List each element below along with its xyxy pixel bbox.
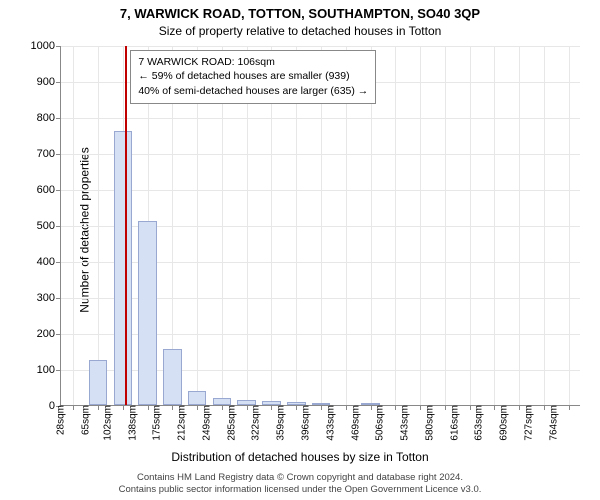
marker-line	[125, 46, 127, 405]
gridline-vertical	[98, 46, 99, 405]
gridline-vertical	[395, 46, 396, 405]
gridline-vertical	[470, 46, 471, 405]
x-tick-label: 359sqm	[270, 405, 287, 441]
x-axis-label: Distribution of detached houses by size …	[0, 450, 600, 464]
x-tick-label: 727sqm	[518, 405, 535, 441]
annotation-line: 40% of semi-detached houses are larger (…	[138, 84, 368, 99]
histogram-bar	[138, 221, 157, 405]
chart-subtitle: Size of property relative to detached ho…	[0, 24, 600, 38]
gridline-vertical	[73, 46, 74, 405]
x-tick-label: 322sqm	[245, 405, 262, 441]
histogram-bar	[213, 398, 232, 405]
histogram-bar	[89, 360, 108, 405]
x-tick-label: 396sqm	[295, 405, 312, 441]
y-tick-label: 100	[37, 364, 61, 376]
y-tick-label: 700	[37, 148, 61, 160]
y-tick-label: 500	[37, 220, 61, 232]
footer-attribution: Contains HM Land Registry data © Crown c…	[0, 472, 600, 496]
x-tick-label: 469sqm	[344, 405, 361, 441]
gridline-vertical	[569, 46, 570, 405]
x-tick-label: 690sqm	[493, 405, 510, 441]
gridline-vertical	[519, 46, 520, 405]
footer-line-2: Contains public sector information licen…	[0, 484, 600, 496]
x-tick-label: 175sqm	[146, 405, 163, 441]
footer-line-1: Contains HM Land Registry data © Crown c…	[0, 472, 600, 484]
x-tick-label: 102sqm	[97, 405, 114, 441]
y-tick-label: 600	[37, 184, 61, 196]
y-tick-label: 400	[37, 256, 61, 268]
y-tick-label: 900	[37, 76, 61, 88]
gridline-vertical	[420, 46, 421, 405]
x-tick-label: 65sqm	[75, 405, 92, 435]
histogram-bar	[163, 349, 182, 405]
x-tick-label: 653sqm	[468, 405, 485, 441]
annotation-line: 7 WARWICK ROAD: 106sqm	[138, 55, 368, 70]
histogram-bar	[114, 131, 133, 405]
annotation-box: 7 WARWICK ROAD: 106sqm← 59% of detached …	[130, 50, 376, 104]
annotation-line: ← 59% of detached houses are smaller (93…	[138, 69, 368, 84]
x-tick-label: 506sqm	[369, 405, 386, 441]
x-tick-label: 212sqm	[171, 405, 188, 441]
x-tick-label: 138sqm	[121, 405, 138, 441]
chart-container: 7, WARWICK ROAD, TOTTON, SOUTHAMPTON, SO…	[0, 0, 600, 500]
plot-area: 0100200300400500600700800900100028sqm65s…	[60, 46, 580, 406]
x-tick-label: 616sqm	[443, 405, 460, 441]
x-tick-label: 764sqm	[542, 405, 559, 441]
x-tick-label: 28sqm	[50, 405, 67, 435]
x-tick-label: 249sqm	[196, 405, 213, 441]
y-tick-label: 300	[37, 292, 61, 304]
y-tick-label: 800	[37, 112, 61, 124]
x-tick-label: 543sqm	[394, 405, 411, 441]
x-tick-label: 580sqm	[419, 405, 436, 441]
gridline-vertical	[445, 46, 446, 405]
chart-title: 7, WARWICK ROAD, TOTTON, SOUTHAMPTON, SO…	[0, 6, 600, 21]
gridline-vertical	[544, 46, 545, 405]
histogram-bar	[188, 391, 207, 405]
y-tick-label: 1000	[31, 40, 61, 52]
x-tick-label: 285sqm	[220, 405, 237, 441]
y-tick-label: 200	[37, 328, 61, 340]
x-tick-mark	[569, 405, 570, 410]
x-tick-label: 433sqm	[319, 405, 336, 441]
gridline-vertical	[494, 46, 495, 405]
